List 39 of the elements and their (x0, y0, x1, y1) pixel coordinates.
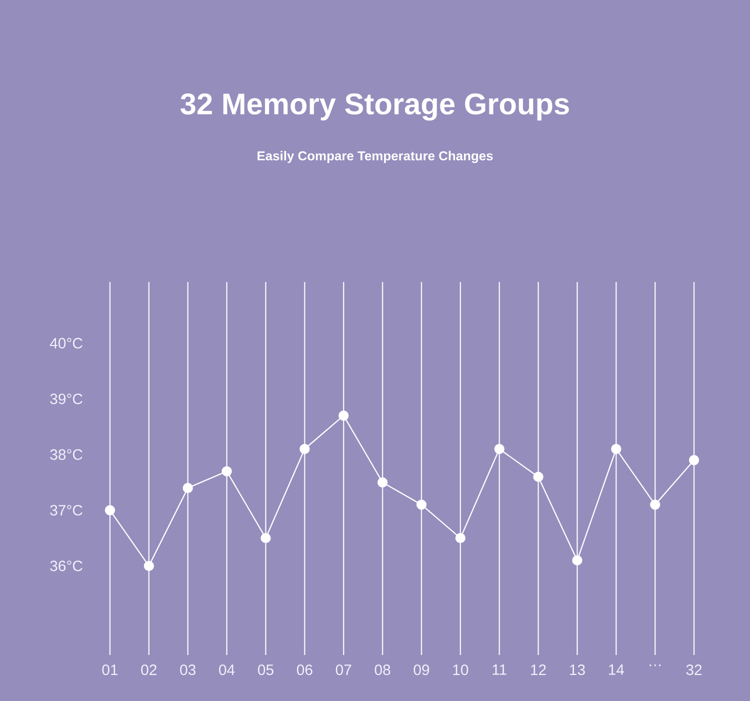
x-tick-label: 10 (453, 664, 468, 676)
x-tick-label: 01 (102, 664, 118, 676)
point (182, 482, 193, 494)
point (650, 500, 660, 510)
x-tick-label: 08 (374, 664, 390, 676)
point (533, 472, 544, 482)
y-tick-label: 39°C (50, 394, 82, 404)
x-tick-label: 32 (686, 664, 702, 676)
x-tick-label: 04 (219, 664, 235, 676)
point (494, 444, 504, 454)
point (572, 555, 582, 566)
chart-title: 32 Memory Storage Groups (180, 93, 569, 121)
point (688, 455, 700, 466)
x-tick-label: 06 (296, 664, 312, 676)
x-tick-label: 14 (608, 664, 624, 675)
x-tick-label: 13 (570, 664, 585, 676)
y-tick-label: 37°C (50, 504, 82, 516)
point (300, 444, 310, 454)
point (455, 532, 466, 544)
point (377, 477, 388, 488)
point (338, 410, 349, 421)
x-tick-label: 11 (492, 664, 506, 675)
x-tick-label: … (650, 664, 661, 666)
x-tick-label: 07 (336, 664, 352, 676)
x-tick-label: 09 (414, 664, 430, 676)
point (416, 500, 427, 510)
point (144, 560, 154, 571)
x-tick-label: 12 (531, 664, 546, 675)
point (104, 505, 116, 516)
x-tick-label: 02 (141, 664, 156, 676)
y-tick-label: 40°C (50, 338, 82, 349)
x-tick-label: 05 (258, 664, 274, 676)
point (222, 466, 232, 476)
x-tick-label: 03 (180, 664, 196, 676)
chart-subtitle: Easily Compare Temperature Changes (258, 150, 493, 164)
y-tick-label: 36°C (50, 560, 82, 572)
point (611, 444, 622, 454)
point (260, 532, 271, 544)
y-tick-label: 38°C (50, 449, 82, 460)
